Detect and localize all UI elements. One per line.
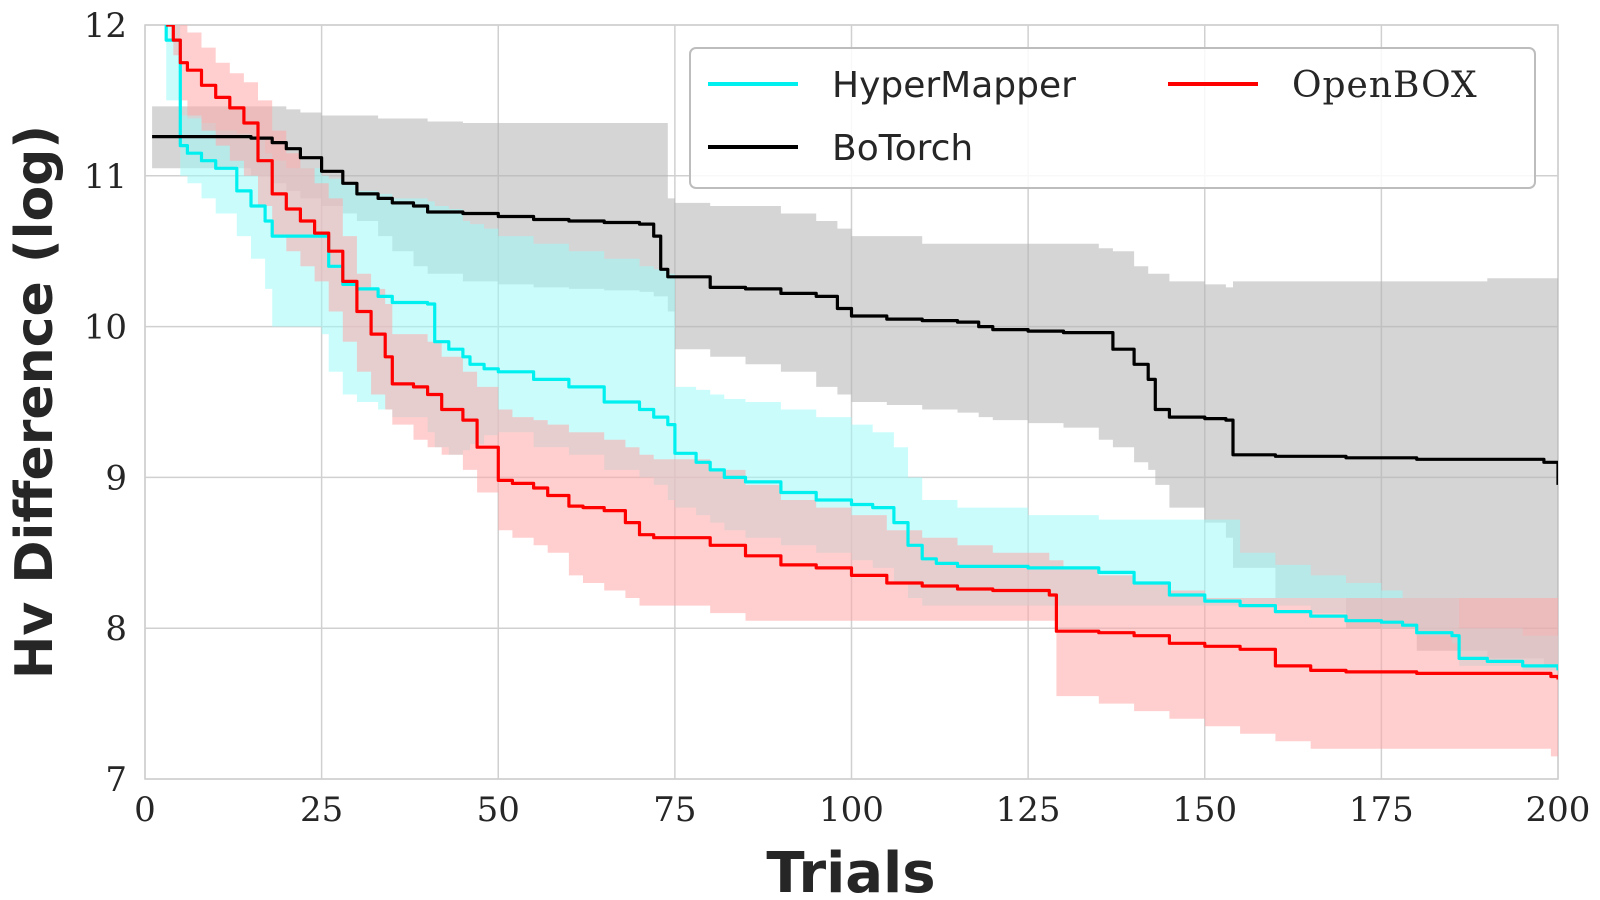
x-tick-label: 50 [477, 790, 520, 830]
y-tick-label: 11 [84, 157, 127, 197]
x-tick-label: 125 [996, 790, 1061, 830]
series-lines [152, 25, 1558, 680]
x-tick-labels: 0 25 50 75 100 125 150 175 200 [134, 790, 1590, 830]
y-axis-title: Hv Difference (log) [5, 125, 65, 679]
series-line-openbox [166, 25, 1558, 680]
y-tick-labels: 7 8 9 10 11 12 [84, 6, 127, 800]
x-tick-label: 150 [1172, 790, 1237, 830]
y-tick-label: 8 [105, 609, 127, 649]
x-tick-label: 100 [819, 790, 884, 830]
band-openbox [166, 25, 1558, 757]
legend-label-hypermapper: HyperMapper [832, 65, 1076, 106]
legend-box [689, 47, 1536, 189]
x-tick-label: 175 [1349, 790, 1414, 830]
y-tick-label: 10 [84, 308, 127, 348]
x-axis-title: Trials [766, 841, 935, 900]
y-tick-label: 7 [105, 760, 127, 800]
x-tick-label: 25 [300, 790, 343, 830]
x-tick-label: 0 [134, 790, 156, 830]
series-line-botorch [152, 135, 1558, 485]
legend-label-openbox: OpenBOX [1292, 65, 1478, 106]
x-tick-label: 75 [653, 790, 696, 830]
series-line-hypermapper [164, 25, 1558, 671]
y-tick-label: 9 [105, 458, 127, 498]
x-tick-label: 200 [1526, 790, 1591, 830]
confidence-bands [152, 25, 1558, 757]
y-tick-label: 12 [84, 6, 127, 46]
legend-label-botorch: BoTorch [832, 128, 973, 169]
legend: HyperMapper OpenBOX BoTorch [689, 47, 1536, 189]
